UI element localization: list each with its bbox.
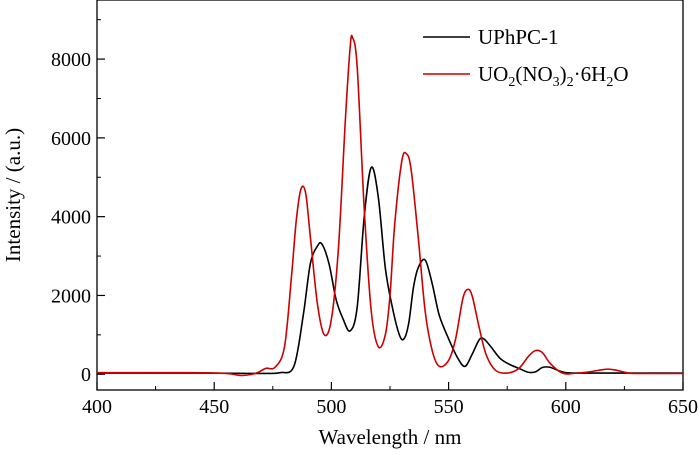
x-tick-label: 650 [668, 396, 698, 418]
legend-label-1: UPhPC-1 [478, 25, 559, 49]
x-tick-label: 600 [551, 396, 581, 418]
legend: UPhPC-1 UO2(NO3)2·6H2O [423, 25, 629, 90]
y-tick-label: 2000 [51, 285, 91, 307]
x-tick-label: 500 [316, 396, 346, 418]
x-tick-label: 550 [434, 396, 464, 418]
legend-label-2: UO2(NO3)2·6H2O [478, 62, 629, 90]
y-axis-title: Intensity / (a.u.) [1, 128, 25, 262]
x-tick-label: 400 [82, 396, 112, 418]
ticks-layer: 400 450 500 550 600 650 0 2000 4000 6000 8000 [51, 19, 698, 418]
series-line-1 [96, 166, 683, 375]
plot-frame [96, 0, 684, 391]
y-tick-label: 8000 [51, 49, 91, 71]
y-tick-label: 4000 [51, 207, 91, 229]
y-tick-label: 0 [81, 364, 91, 386]
x-axis-title: Wavelength / nm [319, 425, 462, 449]
x-tick-label: 450 [199, 396, 229, 418]
series-layer [96, 34, 684, 377]
series-line-2 [96, 34, 684, 377]
y-tick-label: 6000 [51, 128, 91, 150]
